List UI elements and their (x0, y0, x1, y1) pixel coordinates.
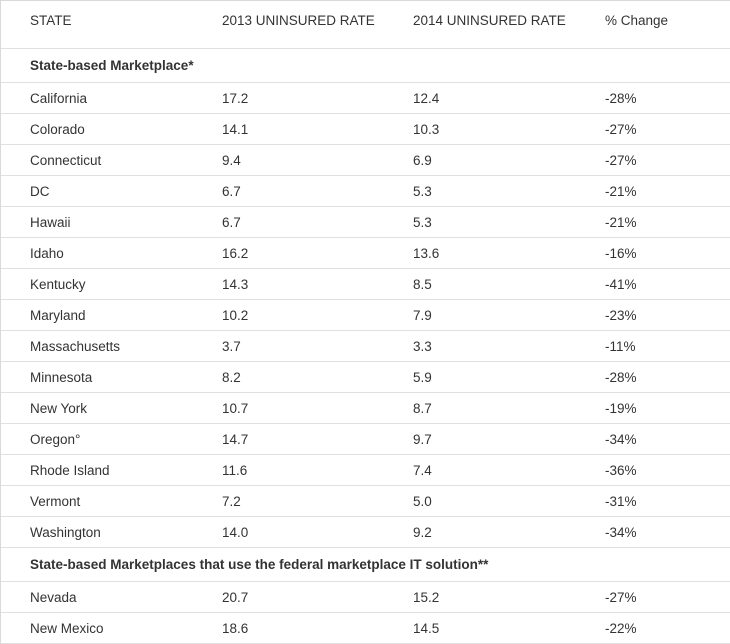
state-cell: Idaho (30, 245, 64, 261)
rate-2014-cell: 6.9 (413, 152, 432, 168)
col-header-2014-rate: 2014 UNINSURED RATE (413, 13, 566, 28)
rate-2014-cell: 5.3 (413, 183, 432, 199)
rate-2014-cell: 8.7 (413, 400, 432, 416)
table-row: Connecticut 9.4 6.9 -27% (1, 145, 730, 176)
state-cell: New Mexico (30, 620, 104, 636)
state-cell: Kentucky (30, 276, 86, 292)
rate-2014-cell: 10.3 (413, 121, 440, 137)
state-cell: Colorado (30, 121, 85, 137)
pct-change-cell: -28% (605, 369, 637, 385)
pct-change-cell: -34% (605, 524, 637, 540)
rate-2014-cell: 15.2 (413, 589, 440, 605)
section-header-row: State-based Marketplaces that use the fe… (1, 548, 730, 582)
table-row: Rhode Island 11.6 7.4 -36% (1, 455, 730, 486)
rate-2014-cell: 7.4 (413, 462, 432, 478)
pct-change-cell: -34% (605, 431, 637, 447)
table-row: Massachusetts 3.7 3.3 -11% (1, 331, 730, 362)
pct-change-cell: -11% (605, 338, 636, 354)
pct-change-cell: -27% (605, 589, 637, 605)
table-row: Nevada 20.7 15.2 -27% (1, 582, 730, 613)
table-row: New Mexico 18.6 14.5 -22% (1, 613, 730, 644)
table-row: DC 6.7 5.3 -21% (1, 176, 730, 207)
col-header-2013-rate: 2013 UNINSURED RATE (222, 13, 375, 28)
state-cell: Maryland (30, 307, 86, 323)
table-row: Hawaii 6.7 5.3 -21% (1, 207, 730, 238)
state-cell: Connecticut (30, 152, 102, 168)
rate-2013-cell: 10.2 (222, 307, 249, 323)
rate-2013-cell: 6.7 (222, 214, 241, 230)
state-cell: Nevada (30, 589, 77, 605)
rate-2013-cell: 14.3 (222, 276, 249, 292)
col-header-state: STATE (30, 13, 72, 28)
pct-change-cell: -21% (605, 183, 637, 199)
rate-2014-cell: 7.9 (413, 307, 432, 323)
table-body: State-based Marketplace* California 17.2 12… (1, 49, 730, 644)
pct-change-cell: -36% (605, 462, 637, 478)
rate-2013-cell: 8.2 (222, 369, 241, 385)
pct-change-cell: -16% (605, 245, 637, 261)
rate-2013-cell: 14.0 (222, 524, 249, 540)
col-header-pct-change: % Change (605, 13, 669, 28)
table-row: Oregon° 14.7 9.7 -34% (1, 424, 730, 455)
table-row: Minnesota 8.2 5.9 -28% (1, 362, 730, 393)
rate-2014-cell: 8.5 (413, 276, 432, 292)
pct-change-cell: -27% (605, 152, 637, 168)
rate-2013-cell: 3.7 (222, 338, 241, 354)
table-row: Vermont 7.2 5.0 -31% (1, 486, 730, 517)
table-row: California 17.2 12.4 -28% (1, 83, 730, 114)
rate-2013-cell: 18.6 (222, 620, 249, 636)
table-row: Kentucky 14.3 8.5 -41% (1, 269, 730, 300)
state-cell: New York (30, 400, 88, 416)
rate-2014-cell: 5.9 (413, 369, 432, 385)
state-cell: California (30, 90, 88, 106)
rate-2013-cell: 20.7 (222, 589, 249, 605)
rate-2013-cell: 17.2 (222, 90, 249, 106)
rate-2013-cell: 14.7 (222, 431, 249, 447)
table-row: Washington 14.0 9.2 -34% (1, 517, 730, 548)
rate-2014-cell: 12.4 (413, 90, 440, 106)
state-cell: Massachusetts (30, 338, 121, 354)
state-cell: Minnesota (30, 369, 93, 385)
section-header-row: State-based Marketplace* (1, 49, 730, 83)
rate-2014-cell: 13.6 (413, 245, 440, 261)
state-cell: Vermont (30, 493, 81, 509)
state-cell: Oregon° (30, 431, 81, 447)
rate-2013-cell: 9.4 (222, 152, 241, 168)
pct-change-cell: -41% (605, 276, 637, 292)
state-cell: Washington (30, 524, 101, 540)
table-header-row: STATE 2013 UNINSURED RATE 2014 UNINSURED… (1, 1, 730, 49)
rate-2013-cell: 10.7 (222, 400, 249, 416)
pct-change-cell: -27% (605, 121, 637, 137)
state-cell: Rhode Island (30, 462, 110, 478)
table-row: New York 10.7 8.7 -19% (1, 393, 730, 424)
state-cell: DC (30, 183, 50, 199)
rate-2013-cell: 14.1 (222, 121, 249, 137)
table-row: Idaho 16.2 13.6 -16% (1, 238, 730, 269)
rate-2014-cell: 5.0 (413, 493, 432, 509)
rate-2013-cell: 7.2 (222, 493, 241, 509)
pct-change-cell: -28% (605, 90, 637, 106)
table-row: Colorado 14.1 10.3 -27% (1, 114, 730, 145)
pct-change-cell: -19% (605, 400, 637, 416)
pct-change-cell: -31% (605, 493, 637, 509)
section-label: State-based Marketplace* (30, 58, 194, 73)
state-cell: Hawaii (30, 214, 71, 230)
rate-2014-cell: 3.3 (413, 338, 432, 354)
rate-2014-cell: 14.5 (413, 620, 440, 636)
rate-2013-cell: 16.2 (222, 245, 249, 261)
section-label: State-based Marketplaces that use the fe… (30, 557, 489, 572)
rate-2014-cell: 9.2 (413, 524, 432, 540)
rate-2014-cell: 5.3 (413, 214, 432, 230)
pct-change-cell: -22% (605, 620, 637, 636)
rate-2013-cell: 11.6 (222, 462, 248, 478)
table-row: Maryland 10.2 7.9 -23% (1, 300, 730, 331)
pct-change-cell: -23% (605, 307, 637, 323)
pct-change-cell: -21% (605, 214, 637, 230)
rate-2014-cell: 9.7 (413, 431, 432, 447)
rate-2013-cell: 6.7 (222, 183, 241, 199)
